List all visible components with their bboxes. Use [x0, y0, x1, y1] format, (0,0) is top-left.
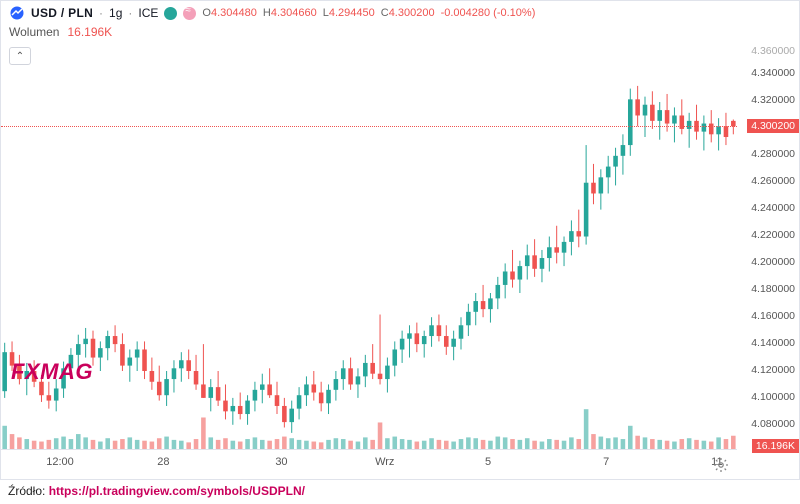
ohlc-display: O4.304480 H4.304660 L4.294450 C4.300200 … — [202, 7, 535, 19]
x-tick-label: 30 — [275, 456, 287, 468]
y-tick-label: 4.180000 — [751, 283, 795, 295]
y-tick-label: 4.240000 — [751, 202, 795, 214]
source-citation: Źródło: https://pl.tradingview.com/symbo… — [0, 480, 800, 502]
x-axis[interactable]: 12:002830Wrz5711 — [1, 449, 737, 479]
x-tick-label: 28 — [157, 456, 169, 468]
y-tick-label: 4.120000 — [751, 364, 795, 376]
y-tick-label: 4.140000 — [751, 337, 795, 349]
change-value: -0.004280 (-0.10%) — [441, 7, 536, 19]
x-tick-label: 5 — [485, 456, 491, 468]
y-axis[interactable]: 4.360000 4.3400004.3200004.3000004.28000… — [737, 59, 799, 449]
settings-icon[interactable] — [713, 457, 729, 473]
high-value: 4.304660 — [271, 7, 317, 19]
separator: · — [99, 6, 103, 20]
y-tick-label: 4.200000 — [751, 256, 795, 268]
open-value: 4.304480 — [211, 7, 257, 19]
symbol-name[interactable]: USD / PLN — [31, 6, 93, 20]
close-label: C — [381, 7, 389, 19]
y-tick-label: 4.160000 — [751, 310, 795, 322]
y-tick-label: 4.320000 — [751, 94, 795, 106]
x-tick-label: 7 — [603, 456, 609, 468]
x-tick-label: 12:00 — [46, 456, 74, 468]
source-link[interactable]: https://pl.tradingview.com/symbols/USDPL… — [49, 484, 305, 498]
y-axis-top-label: 4.360000 — [751, 45, 795, 57]
chart-container: USD / PLN · 1g · ICE O4.304480 H4.304660… — [0, 0, 800, 480]
x-tick-label: Wrz — [375, 456, 394, 468]
y-tick-label: 4.080000 — [751, 418, 795, 430]
plot-area[interactable]: FXMAG — [1, 59, 737, 449]
volume-label: Wolumen — [9, 25, 59, 39]
low-value: 4.294450 — [329, 7, 375, 19]
close-value: 4.300200 — [389, 7, 435, 19]
y-tick-label: 4.100000 — [751, 391, 795, 403]
separator: · — [128, 6, 132, 20]
high-label: H — [263, 7, 271, 19]
open-label: O — [202, 7, 211, 19]
y-tick-label: 4.280000 — [751, 148, 795, 160]
candlestick-chart — [1, 59, 737, 449]
volume-value: 16.196K — [67, 25, 112, 39]
y-tick-label: 4.220000 — [751, 229, 795, 241]
y-tick-label: 4.340000 — [751, 67, 795, 79]
last-price-tag: 4.300200 — [747, 119, 799, 133]
volume-row: Wolumen 16.196K — [1, 25, 799, 43]
compare-pill-icon[interactable] — [183, 7, 196, 20]
y-tick-label: 4.260000 — [751, 175, 795, 187]
status-pill-icon — [164, 7, 177, 20]
provider-logo-icon — [9, 5, 25, 21]
last-price-line — [1, 126, 737, 127]
chart-header: USD / PLN · 1g · ICE O4.304480 H4.304660… — [1, 1, 799, 25]
source-label: Źródło: — [8, 484, 45, 498]
interval[interactable]: 1g — [109, 6, 122, 20]
watermark: FXMAG — [11, 359, 93, 385]
exchange: ICE — [138, 6, 158, 20]
volume-tag: 16.196K — [752, 439, 799, 453]
